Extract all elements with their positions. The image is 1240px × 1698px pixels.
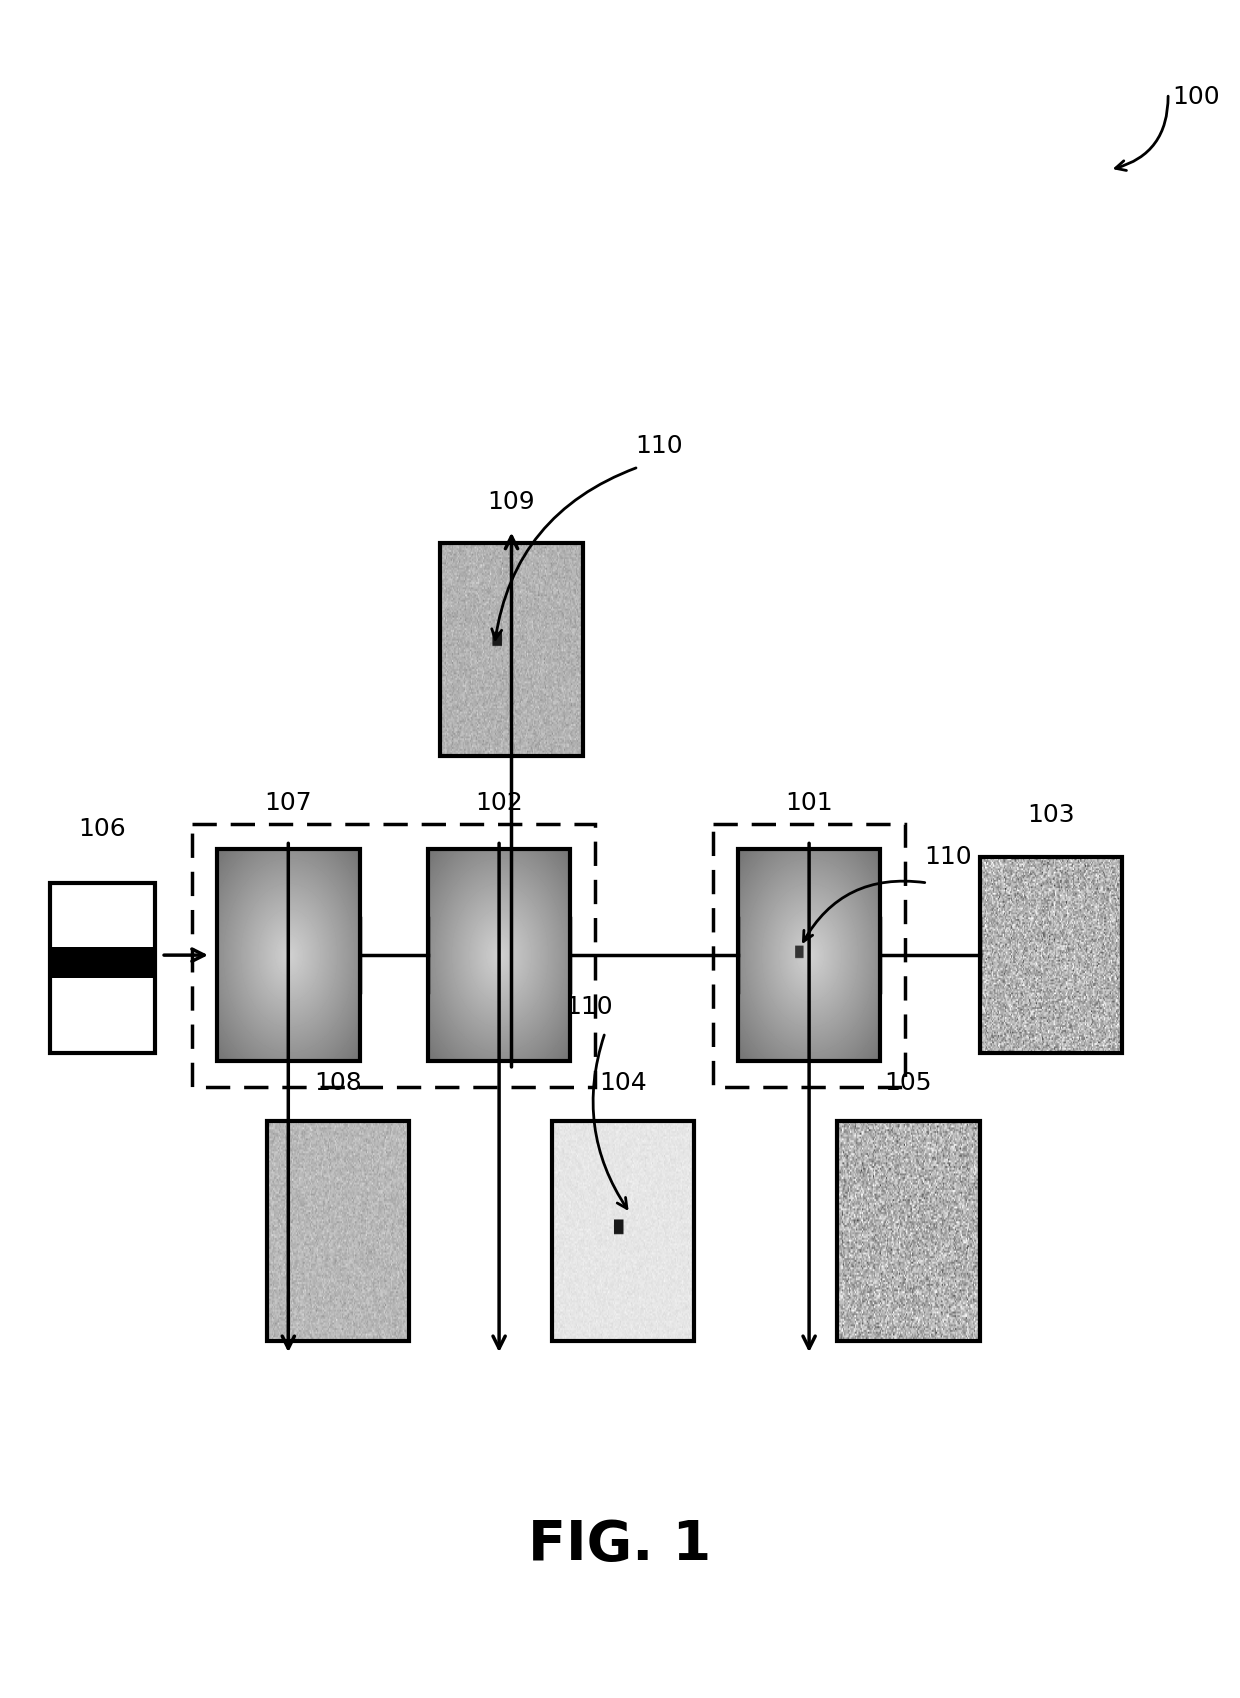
Text: 108: 108 <box>314 1071 362 1095</box>
Bar <box>980 857 1122 1053</box>
Bar <box>837 1121 980 1341</box>
Text: 107: 107 <box>264 791 312 815</box>
Text: 105: 105 <box>884 1071 932 1095</box>
Bar <box>713 824 905 1087</box>
Bar <box>192 824 595 1087</box>
Text: 104: 104 <box>599 1071 647 1095</box>
Bar <box>440 543 583 756</box>
Bar <box>267 1121 409 1341</box>
Bar <box>217 849 360 1061</box>
Text: 110: 110 <box>635 435 682 458</box>
Text: 110: 110 <box>924 846 971 869</box>
Text: 106: 106 <box>78 817 126 841</box>
Bar <box>552 1121 694 1341</box>
Text: FIG. 1: FIG. 1 <box>528 1518 712 1572</box>
Text: 109: 109 <box>487 491 536 514</box>
Text: 110: 110 <box>565 995 613 1019</box>
Text: 103: 103 <box>1027 803 1075 827</box>
Bar <box>738 849 880 1061</box>
Text: 100: 100 <box>1172 85 1219 109</box>
Bar <box>428 849 570 1061</box>
Bar <box>50 947 155 978</box>
Text: 101: 101 <box>785 791 833 815</box>
Bar <box>50 883 155 1053</box>
Text: 102: 102 <box>475 791 523 815</box>
